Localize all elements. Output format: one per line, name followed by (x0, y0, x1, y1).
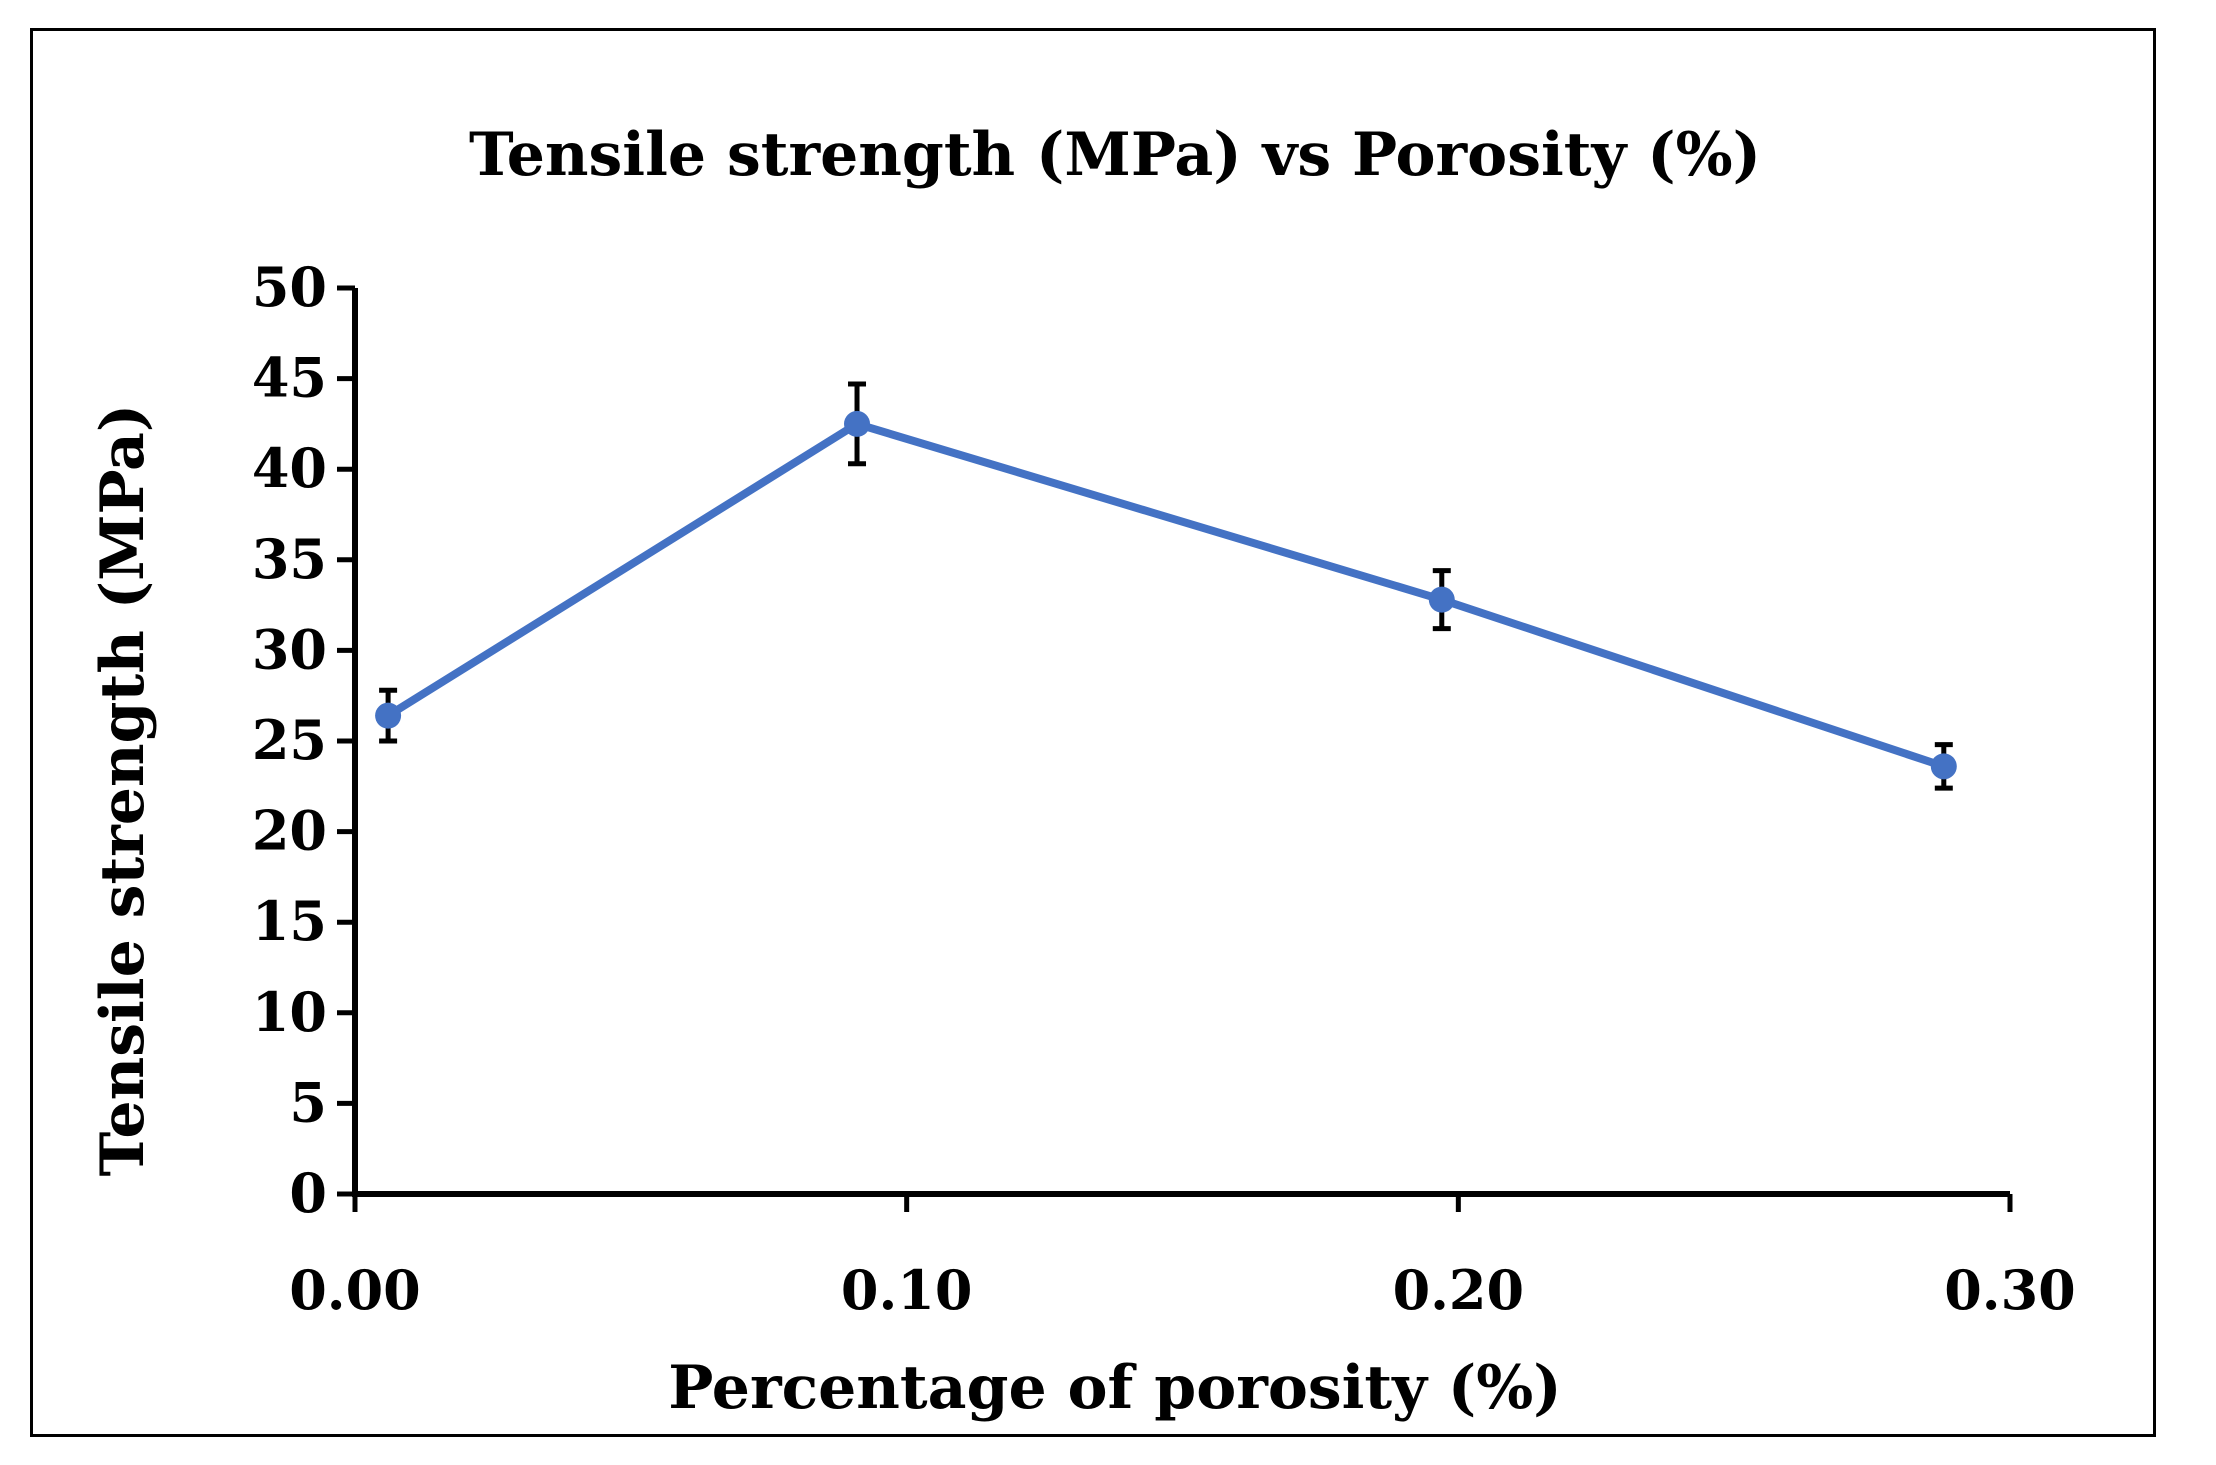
x-tick-label: 0.30 (1944, 1258, 2076, 1322)
y-tick-label: 50 (252, 255, 327, 319)
x-axis-title: Percentage of porosity (%) (668, 1353, 1561, 1423)
y-tick-label: 45 (252, 346, 327, 410)
data-point (1428, 586, 1455, 613)
x-axis-ticks: 0.00 0.10 0.20 0.30 (289, 1194, 2076, 1322)
y-tick-label: 40 (252, 436, 327, 500)
y-tick-label: 30 (252, 617, 327, 681)
series-line (384, 419, 1948, 771)
y-tick-label: 35 (252, 527, 327, 591)
y-tick-label: 5 (289, 1070, 327, 1134)
y-axis-ticks: 0 5 10 15 20 25 30 35 40 45 50 (252, 255, 355, 1225)
chart-frame (30, 28, 2156, 1437)
y-tick-label: 15 (252, 889, 327, 953)
data-point (844, 410, 871, 437)
x-tick-label: 0.00 (289, 1258, 421, 1322)
data-point (1930, 753, 1957, 780)
series-group (375, 381, 1957, 791)
y-tick-label: 0 (289, 1161, 327, 1225)
y-tick-label: 25 (252, 708, 327, 772)
x-tick-label: 0.10 (841, 1258, 973, 1322)
x-tick-label: 0.20 (1393, 1258, 1525, 1322)
data-point (375, 702, 402, 729)
y-tick-label: 10 (252, 980, 327, 1044)
y-tick-label: 20 (252, 799, 327, 863)
chart-title: Tensile strength (MPa) vs Porosity (%) (469, 120, 1761, 190)
y-axis-title: Tensile strength (MPa) (88, 404, 158, 1177)
